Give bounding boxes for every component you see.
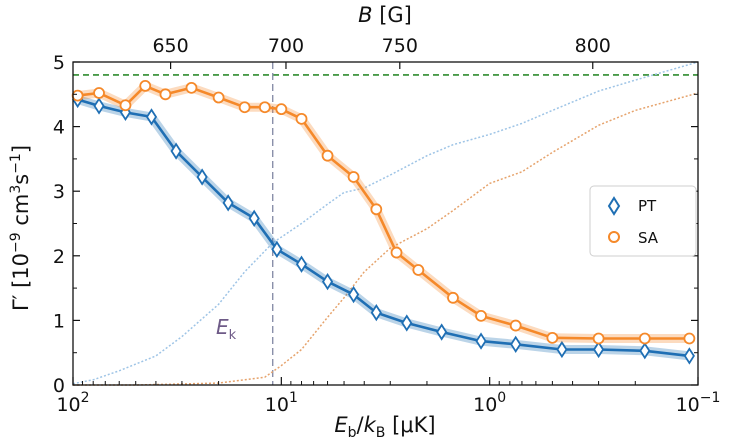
data-point-pt [436, 323, 448, 341]
legend-diamond-icon [607, 196, 621, 216]
top-tick-label: 700 [268, 35, 304, 57]
top-tick-label: 650 [152, 35, 188, 57]
data-point-sa [390, 246, 403, 259]
data-point-pt [401, 314, 413, 332]
y-tick-label: 0 [53, 375, 65, 397]
data-point-sa [295, 112, 308, 125]
plot-area: 0 1 2 3 4 5 102 101 100 10−1 650 700 750 800 [53, 35, 721, 416]
data-point-sa [275, 103, 288, 116]
top-tick-label: 750 [382, 35, 418, 57]
x-axis-title: Eb/kB [μK] [334, 413, 435, 441]
data-point-sa [258, 101, 271, 114]
data-point-pt [683, 347, 695, 365]
x-tick-label: 101 [265, 390, 298, 416]
data-point-sa [185, 81, 198, 94]
data-point-pt [348, 285, 360, 304]
data-point-sa [321, 149, 334, 162]
data-point-sa [212, 91, 225, 104]
data-point-sa [447, 291, 459, 304]
legend-entry-sa: SA [608, 229, 659, 247]
y-tick-label: 3 [53, 181, 65, 203]
data-point-pt [295, 255, 308, 273]
data-point-pt [248, 209, 260, 227]
legend: PT SA [589, 185, 697, 257]
series-line-sa-dotted [73, 92, 699, 386]
data-point-sa [139, 80, 152, 92]
data-point-sa [475, 309, 487, 322]
data-point-sa [592, 332, 605, 345]
data-point-pt [556, 340, 568, 359]
data-point-pt [370, 303, 382, 322]
data-point-sa [546, 331, 559, 344]
data-point-sa [71, 89, 84, 102]
data-point-pt [145, 108, 158, 126]
x-tick-label: 102 [56, 390, 89, 416]
data-point-pt [321, 272, 334, 291]
data-point-sa [159, 88, 172, 101]
data-point-sa [93, 87, 105, 99]
data-point-sa [412, 264, 425, 276]
data-point-sa [119, 99, 132, 112]
data-point-pt [639, 342, 651, 360]
y-axis-title: Γ′ [10−9 cm3s−1] [8, 145, 33, 311]
legend-label-sa: SA [638, 229, 659, 247]
legend-circle-icon [608, 231, 620, 243]
data-point-sa [683, 332, 696, 345]
ek-annotation: Ek [216, 315, 237, 343]
y-tick-label: 5 [53, 52, 65, 74]
data-point-pt [170, 142, 182, 160]
data-point-sa [370, 203, 383, 216]
data-point-pt [196, 168, 208, 186]
data-point-pt [475, 332, 487, 350]
top-tick-label: 800 [575, 35, 611, 57]
data-point-sa [509, 319, 522, 332]
y-tick-label: 1 [53, 310, 65, 332]
legend-label-pt: PT [638, 197, 657, 215]
data-point-sa [238, 101, 251, 114]
top-axis-title: B [G] [358, 3, 412, 27]
data-point-pt [510, 335, 522, 353]
legend-entry-pt: PT [607, 196, 657, 216]
data-point-pt [93, 97, 105, 115]
series-line-pt-dotted [72, 61, 699, 385]
data-point-pt [222, 194, 234, 212]
data-point-sa [347, 171, 360, 183]
data-point-pt [593, 340, 605, 359]
y-tick-label: 2 [53, 246, 65, 268]
data-point-pt [271, 240, 283, 259]
y-tick-label: 4 [53, 117, 65, 139]
x-tick-label: 10−1 [676, 390, 721, 416]
data-point-sa [638, 332, 651, 345]
x-tick-label: 100 [473, 390, 506, 416]
